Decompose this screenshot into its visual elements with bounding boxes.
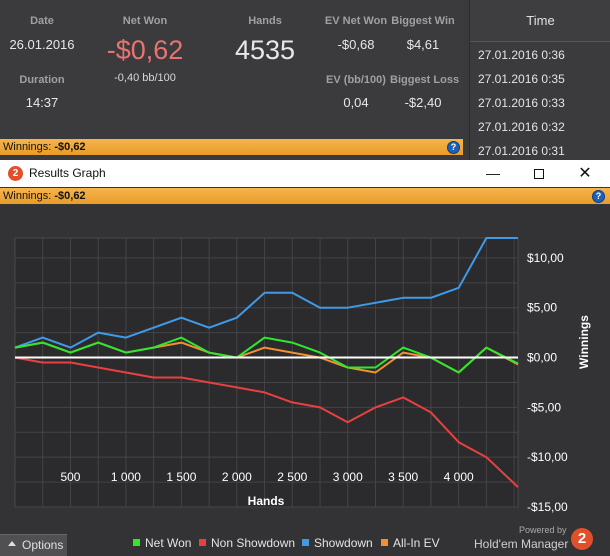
minimize-icon: — [486,165,500,181]
ev-net-won-label: EV Net Won [324,15,388,27]
time-row[interactable]: 27.01.2016 0:31 [478,144,565,158]
holdem-manager-logo: 2 [571,528,593,550]
legend-non-showdown: Non Showdown [199,536,295,550]
time-column-header[interactable]: Time [470,0,610,42]
y-tick-label: $5,00 [527,301,557,315]
close-icon: ✕ [578,165,592,182]
legend-label: Non Showdown [211,536,296,550]
biggest-win-value: $4,61 [406,37,440,52]
net-won-value: -$0,62 [106,35,184,65]
y-tick-label: -$10,00 [527,450,568,464]
legend-showdown: Showdown [302,536,373,550]
maximize-button[interactable] [516,160,562,187]
time-row[interactable]: 27.01.2016 0:33 [478,96,565,110]
results-chart[interactable]: $10,00 $5,00 $0,00 -$5,00 -$10,00 -$15,00 500… [0,205,610,556]
app-logo-icon: 2 [8,166,23,181]
duration-label: Duration [19,74,65,86]
graph-winnings-label: Winnings: [3,190,52,202]
legend-net-won: Net Won [133,536,191,550]
date-value: 26.01.2016 [9,37,75,52]
results-graph-window: 2 Results Graph — ✕ Winnings: -$0,62 ? $… [0,160,610,556]
non-showdown-line [14,356,519,488]
close-button[interactable]: ✕ [562,160,608,187]
y-tick-label: $10,00 [527,251,564,265]
x-tick-labels: 500 1 000 1 500 2 000 2 500 3 000 3 500 4 000 [60,470,474,484]
legend-label: Showdown [314,536,373,550]
ev-net-won-value: -$0,68 [337,37,375,52]
y-axis-label: Winnings [577,315,591,369]
duration-value: 14:37 [25,95,59,110]
options-button[interactable]: Options [0,534,67,556]
biggest-win-label: Biggest Win [391,15,455,27]
session-stats-panel: Date 26.01.2016 Duration 14:37 Net Won -… [0,0,463,155]
help-icon[interactable]: ? [447,141,460,154]
y-tick-label: -$15,00 [527,500,568,514]
legend-swatch [133,539,140,546]
maximize-icon [534,169,544,179]
graph-winnings-bar: Winnings: -$0,62 [0,188,610,204]
minimize-button[interactable]: — [470,160,516,187]
time-row[interactable]: 27.01.2016 0:32 [478,120,565,134]
y-tick-labels: $10,00 $5,00 $0,00 -$5,00 -$10,00 -$15,00 [527,251,568,514]
time-row[interactable]: 27.01.2016 0:36 [478,48,565,62]
winnings-summary-bar: Winnings: -$0,62 [0,139,463,155]
legend-swatch [381,539,388,546]
x-axis-label: Hands [248,494,285,508]
x-tick-label: 3 500 [388,470,418,484]
ev-bb-label: EV (bb/100) [326,74,386,86]
window-titlebar[interactable]: 2 Results Graph — ✕ [0,160,610,187]
y-tick-label: $0,00 [527,351,557,365]
powered-by-text: Powered by [519,525,567,535]
biggest-loss-value: -$2,40 [404,95,442,110]
time-row[interactable]: 27.01.2016 0:35 [478,72,565,86]
legend-swatch [302,539,309,546]
net-won-label: Net Won [122,15,168,27]
window-title: Results Graph [29,166,106,180]
product-name: Hold'em Manager [474,537,569,551]
hands-label: Hands [248,15,282,27]
chart-grid [14,237,519,508]
graph-help-icon[interactable]: ? [592,190,605,203]
biggest-loss-label: Biggest Loss [390,74,460,86]
net-won-bb: -0,40 bb/100 [114,72,176,84]
x-tick-label: 3 000 [333,470,363,484]
hands-value: 4535 [234,35,296,65]
x-tick-label: 500 [60,470,80,484]
x-tick-label: 1 000 [111,470,141,484]
x-tick-label: 2 500 [277,470,307,484]
legend-all-in-ev: All-In EV [381,536,440,550]
winnings-value: -$0,62 [54,141,86,153]
x-tick-label: 2 000 [222,470,252,484]
legend-swatch [199,539,206,546]
y-tick-label: -$5,00 [527,400,561,414]
options-label: Options [22,538,64,552]
x-tick-label: 4 000 [444,470,474,484]
showdown-line [14,237,518,349]
winnings-label: Winnings: [3,141,52,153]
session-time-list: Time 27.01.2016 0:36 27.01.2016 0:35 27.… [469,0,610,160]
date-label: Date [30,15,54,27]
plot-frame [14,237,519,508]
caret-up-icon [8,541,16,546]
legend-label: Net Won [145,536,192,550]
graph-winnings-value: -$0,62 [54,190,86,202]
legend-label: All-In EV [393,536,440,550]
ev-bb-value: 0,04 [343,95,369,110]
x-tick-label: 1 500 [166,470,196,484]
